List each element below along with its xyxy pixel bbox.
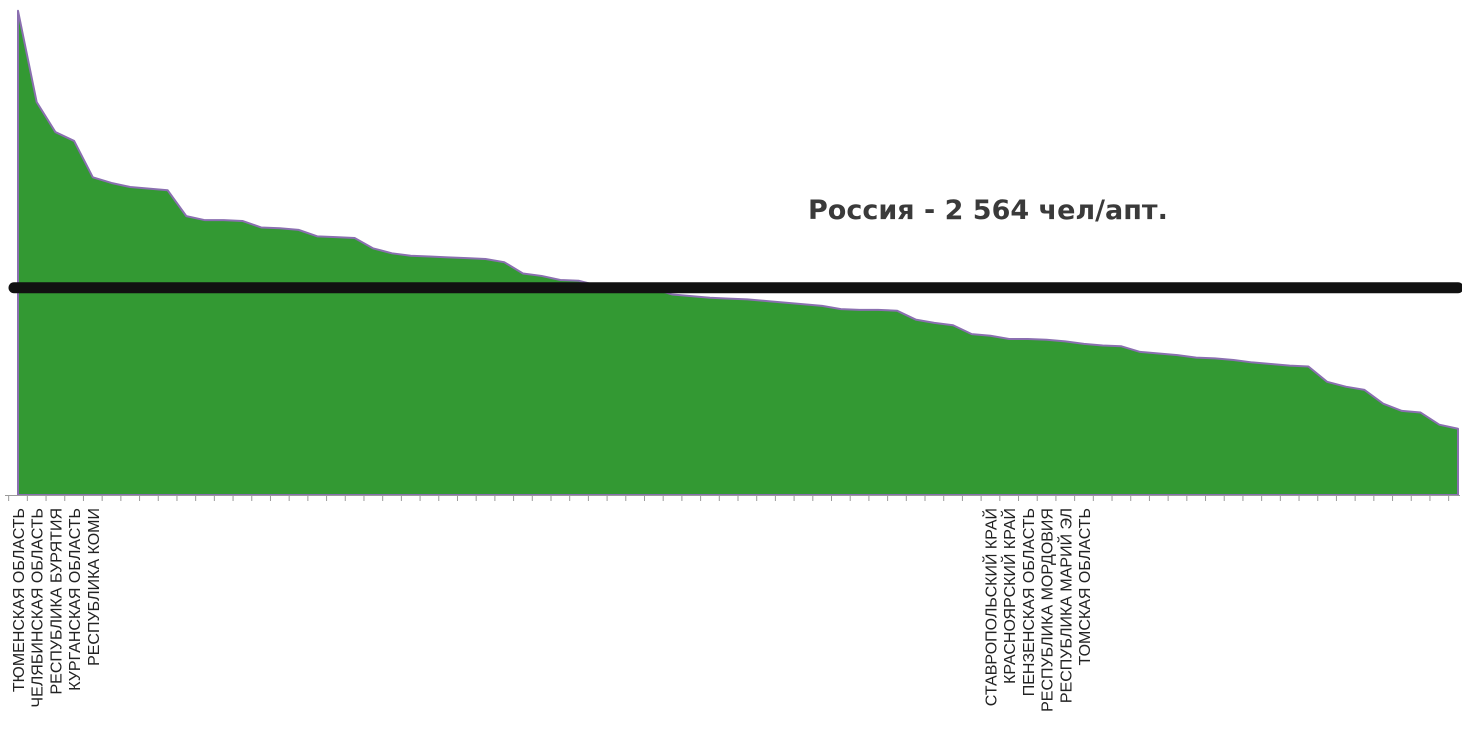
x-tick-label: ТЮМЕНСКАЯ ОБЛАСТЬ <box>11 508 28 692</box>
x-tick-label: ЧЕЛЯБИНСКАЯ ОБЛАСТЬ <box>30 508 47 708</box>
x-tick-label: ПЕНЗЕНСКАЯ ОБЛАСТЬ <box>1021 508 1038 696</box>
russia-average-label: Россия - 2 564 чел/апт. <box>808 195 1168 226</box>
x-tick-label: ТОМСКАЯ ОБЛАСТЬ <box>1077 508 1094 665</box>
x-tick-label: СТАВРОПОЛЬСКИЙ КРАЙ <box>981 508 1000 706</box>
x-tick-label: РЕСПУБЛИКА МАРИЙ ЭЛ <box>1056 508 1075 703</box>
x-tick-label: КРАСНОЯРСКИЙ КРАЙ <box>1000 508 1019 684</box>
area-series <box>17 9 1459 496</box>
x-tick-label: РЕСПУБЛИКА БУРЯТИЯ <box>48 508 65 695</box>
x-tick-label: КУРГАНСКАЯ ОБЛАСТЬ <box>67 508 84 691</box>
x-tick-label: РЕСПУБЛИКА КОМИ <box>86 508 103 666</box>
x-tick-label: РЕСПУБЛИКА МОРДОВИЯ <box>1040 508 1057 712</box>
x-axis-ticks <box>8 495 1450 501</box>
x-tick-labels: ТЮМЕНСКАЯ ОБЛАСТЬ ЧЕЛЯБИНСКАЯ ОБЛАСТЬ РЕСП… <box>11 508 1094 712</box>
